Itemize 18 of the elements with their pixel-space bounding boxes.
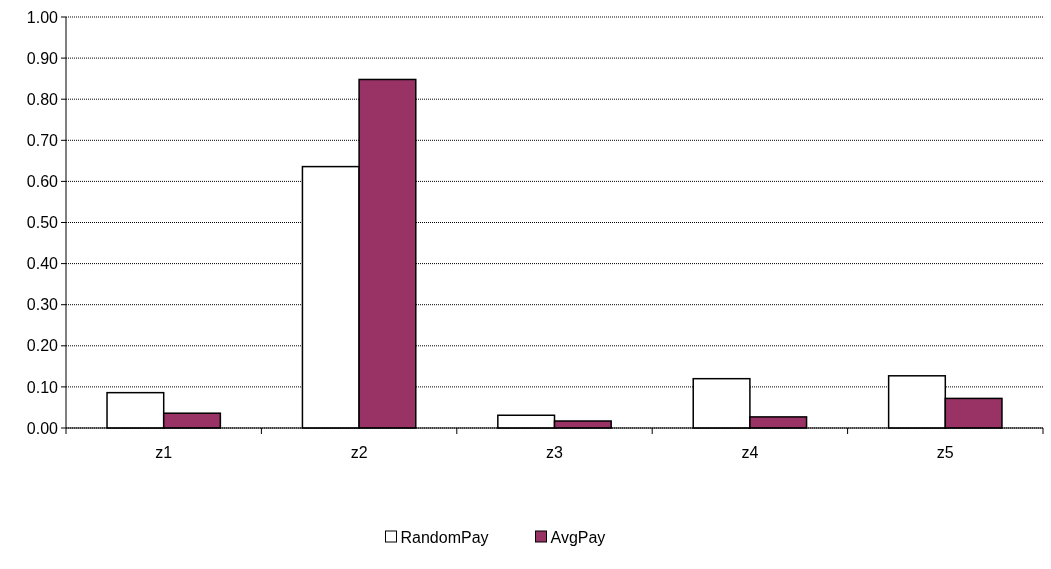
- x-tick-label: z5: [936, 444, 954, 461]
- y-tick-label: 0.60: [26, 173, 59, 190]
- y-tick-label: 0.80: [26, 90, 59, 108]
- x-tick-label: z1: [155, 444, 173, 461]
- y-tick-label: 0.40: [26, 255, 59, 273]
- y-tick-label: 0.10: [26, 378, 59, 396]
- y-tick-label: 0.70: [26, 131, 59, 149]
- y-tick-label: 0.00: [26, 419, 59, 437]
- y-tick-label: 0.50: [26, 214, 59, 232]
- legend-label: AvgPay: [550, 528, 606, 546]
- y-tick-label: 0.30: [26, 296, 59, 314]
- y-tick-label: 1.00: [26, 8, 59, 26]
- y-tick-label: 0.20: [26, 337, 59, 355]
- y-tick-label: 0.90: [26, 49, 59, 67]
- legend-label: RandomPay: [400, 528, 489, 546]
- x-tick-label: z4: [741, 444, 759, 461]
- x-tick-label: z2: [350, 444, 368, 461]
- x-tick-label: z3: [546, 444, 564, 461]
